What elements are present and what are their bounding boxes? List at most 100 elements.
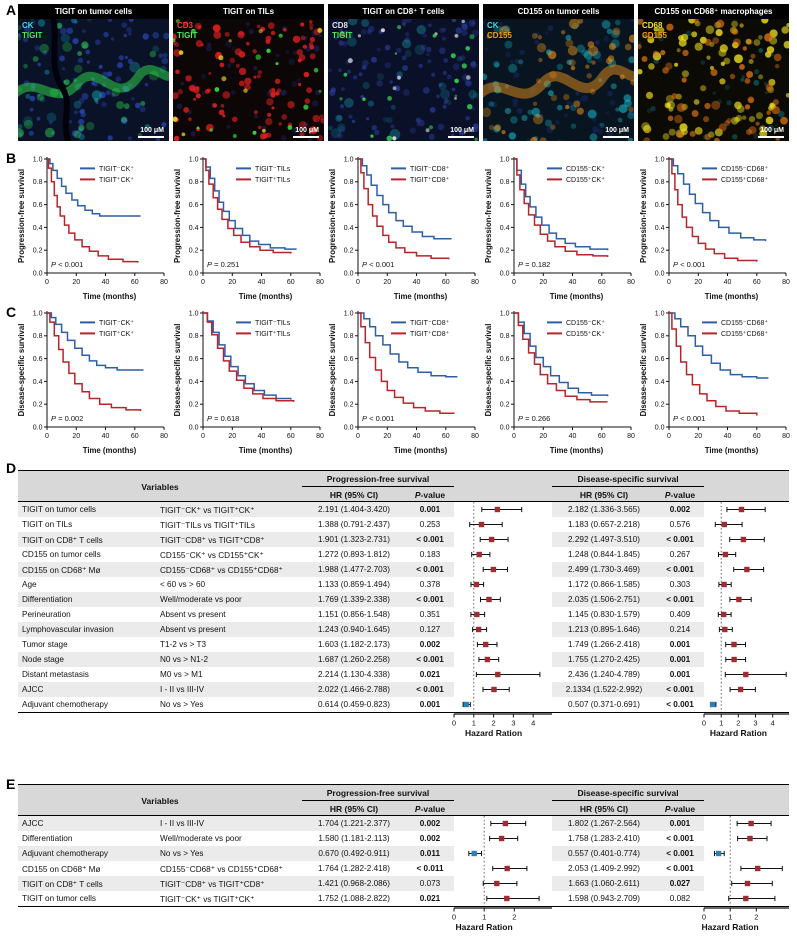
dss-pvalue: < 0.001 (656, 697, 704, 712)
forest-row-14: Adjuvant chemotherapy No vs > Yes 0.614 (0… (18, 697, 789, 712)
forest-header: Variables Progression-free survival HR (95… (18, 784, 789, 816)
svg-text:4: 4 (771, 719, 775, 728)
pfs-forest-marker (454, 697, 552, 712)
svg-text:0.8: 0.8 (655, 333, 665, 340)
pfs-forest-marker (454, 622, 552, 637)
svg-text:0.8: 0.8 (33, 179, 43, 186)
svg-text:TIGIT⁻CK⁺: TIGIT⁻CK⁺ (99, 165, 134, 173)
row-comparison: N0 vs > N1-2 (156, 652, 302, 667)
row-comparison: No vs > Yes (156, 846, 302, 861)
svg-text:TIGIT⁻CK⁺: TIGIT⁻CK⁺ (99, 319, 134, 327)
dss-forest-marker (704, 831, 789, 846)
svg-text:0.0: 0.0 (499, 270, 509, 277)
pfs-pvalue: < 0.001 (406, 592, 454, 607)
header-pvalue-dss: P -value (664, 490, 696, 500)
row-comparison: CD155⁻CD68⁺ vs CD155⁺CD68⁺ (156, 562, 302, 577)
km-plot: 0.0 0.2 0.4 0.6 0.8 1.0 0 20 40 60 80 Time (months)… (328, 310, 479, 455)
forest-row-1: TIGIT on tumor cells TIGIT⁻CK⁺ vs TIGIT⁺C… (18, 502, 789, 517)
svg-text:0.4: 0.4 (33, 225, 43, 232)
svg-text:0.2: 0.2 (499, 402, 509, 409)
forest-rows: AJCC I - II vs III-IV 1.704 (1.221-2.377) 0… (18, 816, 789, 907)
dss-pvalue: 0.001 (656, 652, 704, 667)
svg-text:TIGIT⁺CK⁺: TIGIT⁺CK⁺ (99, 176, 134, 184)
marker-label-ck: CK (22, 21, 34, 30)
micro-body: CK TIGIT 100 μM (18, 19, 169, 141)
svg-text:Progression-free survival: Progression-free survival (639, 169, 648, 263)
svg-text:20: 20 (694, 279, 702, 286)
row-variable: TIGIT on tumor cells (18, 891, 156, 906)
svg-text:60: 60 (131, 433, 139, 440)
row-variable: Differentiation (18, 592, 156, 607)
svg-text:40: 40 (102, 279, 110, 286)
svg-text:80: 80 (316, 279, 324, 286)
dss-forest-marker (704, 592, 789, 607)
row-variable: TIGIT on CD8⁺ T cells (18, 876, 156, 891)
svg-text:0.2: 0.2 (188, 402, 198, 409)
dss-forest-marker (704, 532, 789, 547)
svg-text:Disease-specific survival: Disease-specific survival (328, 324, 337, 417)
forest-row-7: Differentiation Well/moderate vs poor 1.76… (18, 592, 789, 607)
dss-hr: 1.802 (1.267-2.564) (552, 816, 656, 831)
svg-text:0.4: 0.4 (33, 379, 43, 386)
svg-text:0: 0 (45, 433, 49, 440)
dss-hr: 1.248 (0.844-1.845) (552, 547, 656, 562)
micro-title: TIGIT on tumor cells (18, 4, 169, 19)
pfs-pvalue: 0.011 (406, 846, 454, 861)
forest-axis-row: 0 1 2 Hazard Ration 0 1 2 Hazard Ration (18, 907, 789, 933)
svg-text:80: 80 (160, 279, 168, 286)
header-variables: Variables (141, 796, 179, 806)
row-comparison: TIGIT⁻TILs vs TIGIT⁺TILs (156, 517, 302, 532)
pfs-hr: 1.272 (0.893-1.812) (302, 547, 406, 562)
dss-pvalue: < 0.001 (656, 532, 704, 547)
panel-b-letter: B (6, 150, 17, 166)
svg-text:0: 0 (452, 719, 456, 728)
panel-d: D Variables Progression-free survival HR (… (6, 460, 791, 774)
micro-image-4: CD155 on tumor cells CK CD155 100 μM (483, 4, 634, 141)
dss-forest-marker (704, 577, 789, 592)
dss-hr: 1.598 (0.943-2.709) (552, 891, 656, 906)
dss-pvalue: < 0.001 (656, 831, 704, 846)
km-plot-wrap-3: 0.0 0.2 0.4 0.6 0.8 1.0 0 20 40 60 80 Time (months)… (327, 308, 480, 461)
forest-row-2: TIGIT on TILs TIGIT⁻TILs vs TIGIT⁺TILs 1.3… (18, 517, 789, 532)
svg-text:0: 0 (512, 433, 516, 440)
pfs-hr: 0.614 (0.459-0.823) (302, 697, 406, 712)
svg-text:0.0: 0.0 (344, 270, 354, 277)
row-variable: Lymphovascular invasion (18, 622, 156, 637)
svg-text:CD155⁺CK⁺: CD155⁺CK⁺ (566, 330, 605, 338)
km-plot-wrap-3: 0.0 0.2 0.4 0.6 0.8 1.0 0 20 40 60 80 Time (months)… (327, 154, 480, 307)
header-hr-pfs: HR (95% CI) (329, 804, 379, 814)
svg-text:TIGIT⁺CD8⁺: TIGIT⁺CD8⁺ (410, 176, 450, 184)
dss-pvalue: 0.303 (656, 577, 704, 592)
svg-text:Disease-specific survival: Disease-specific survival (639, 324, 648, 417)
forest-row-1: AJCC I - II vs III-IV 1.704 (1.221-2.377) 0… (18, 816, 789, 831)
svg-text:Time (months): Time (months) (83, 292, 137, 301)
svg-text:TIGIT⁻TILs: TIGIT⁻TILs (255, 320, 291, 327)
dss-hr: 1.755 (1.270-2.425) (552, 652, 656, 667)
svg-text:Disease-specific survival: Disease-specific survival (17, 324, 26, 417)
pfs-pvalue: < 0.011 (406, 861, 454, 876)
dss-forest-marker (704, 607, 789, 622)
svg-text:P = 0.002: P = 0.002 (51, 414, 83, 423)
svg-text:60: 60 (597, 279, 605, 286)
dss-hr: 2.1334 (1.522-2.992) (552, 682, 656, 697)
row-comparison: Well/moderate vs poor (156, 592, 302, 607)
dss-forest-marker (704, 697, 789, 712)
km-plot: 0.0 0.2 0.4 0.6 0.8 1.0 0 20 40 60 80 Time (months)… (173, 310, 324, 455)
header-hr-pfs: HR (95% CI) (329, 490, 379, 500)
svg-text:CD155⁺CD68⁺: CD155⁺CD68⁺ (721, 330, 768, 338)
svg-text:P = 0.251: P = 0.251 (207, 260, 239, 269)
forest-row-4: CD155 on tumor cells CD155⁻CK⁺ vs CD155⁺C… (18, 547, 789, 562)
svg-text:0.8: 0.8 (655, 179, 665, 186)
svg-text:20: 20 (383, 433, 391, 440)
micro-image-1: TIGIT on tumor cells CK TIGIT 100 μM (18, 4, 169, 141)
svg-text:0.8: 0.8 (33, 333, 43, 340)
km-plot: 0.0 0.2 0.4 0.6 0.8 1.0 0 20 40 60 80 Time (months)… (639, 310, 790, 455)
km-plot-wrap-2: 0.0 0.2 0.4 0.6 0.8 1.0 0 20 40 60 80 Time (months)… (172, 154, 325, 307)
micro-image-3: TIGIT on CD8⁺ T cells CD8 TIGIT 100 μM (328, 4, 479, 141)
row-variable: Perineuration (18, 607, 156, 622)
svg-text:20: 20 (539, 279, 547, 286)
pfs-hr: 1.421 (0.968-2.086) (302, 876, 406, 891)
dss-pvalue: 0.214 (656, 622, 704, 637)
svg-text:0: 0 (667, 433, 671, 440)
svg-text:0.0: 0.0 (655, 424, 665, 431)
